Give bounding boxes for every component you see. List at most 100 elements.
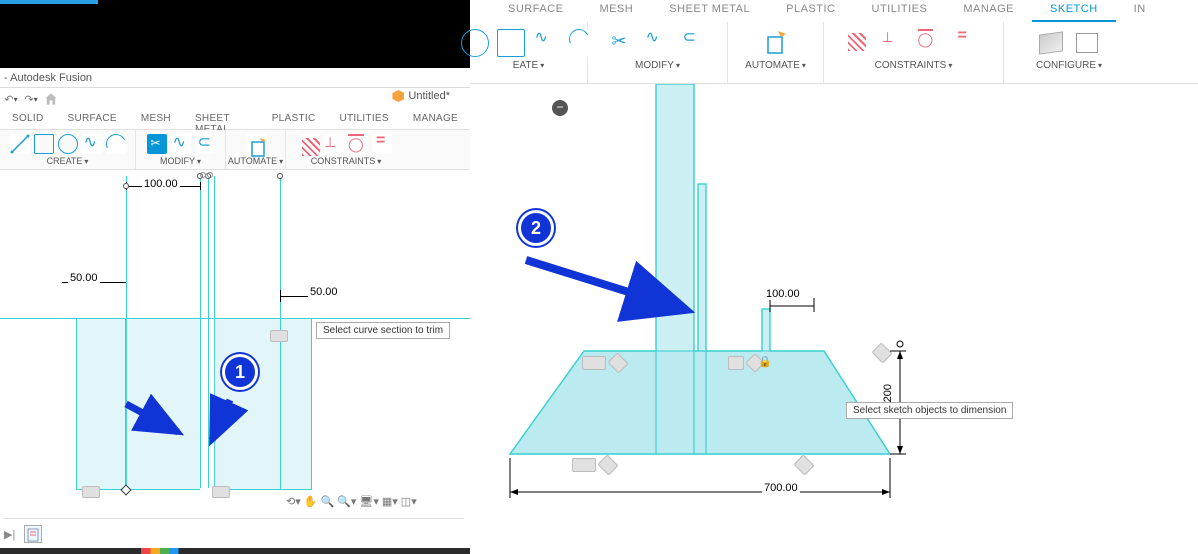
dim-handle[interactable] — [897, 341, 903, 347]
arc-tool-icon[interactable] — [106, 134, 126, 154]
snap-point-icon — [200, 172, 206, 178]
timeline-sketch-icon[interactable] — [24, 525, 42, 543]
offset-tool-icon[interactable] — [680, 29, 708, 57]
extend-tool-icon[interactable] — [644, 29, 672, 57]
auto-constrain-icon[interactable] — [762, 29, 790, 57]
tab-manage-r[interactable]: MANAGE — [945, 0, 1032, 22]
timeline-start-button[interactable]: ▶| — [4, 528, 16, 540]
dimension-50a[interactable]: 50.00 — [68, 272, 100, 284]
dimension-50b[interactable]: 50.00 — [308, 286, 340, 298]
tab-sketch-r[interactable]: SKETCH — [1032, 0, 1116, 22]
tab-mesh[interactable]: MESH — [129, 110, 183, 129]
constraint-glyph[interactable] — [572, 458, 596, 472]
configure-table-icon[interactable] — [1073, 29, 1101, 57]
app-title: - Autodesk Fusion — [4, 72, 92, 84]
tab-mesh-r[interactable]: MESH — [581, 0, 651, 22]
constraint-glyph[interactable] — [82, 486, 100, 498]
display-icon[interactable]: 🖥▾ — [359, 495, 379, 508]
circle-tool-icon[interactable] — [58, 134, 78, 154]
extend-tool-icon[interactable] — [171, 134, 191, 154]
sketch-point[interactable] — [123, 183, 129, 189]
dimension-100-r[interactable]: 100.00 — [764, 288, 802, 300]
tab-surface[interactable]: SURFACE — [56, 110, 129, 129]
tab-manage[interactable]: MANAGE — [401, 110, 470, 129]
workspace-tabs-right: SURFACE MESH SHEET METAL PLASTIC UTILITI… — [470, 0, 1198, 22]
horizontal-constraint-icon[interactable] — [846, 29, 874, 57]
chevron-down-icon[interactable]: ▾ — [279, 157, 283, 166]
offset-tool-icon[interactable] — [195, 134, 215, 154]
spline-tool-icon[interactable] — [533, 29, 561, 57]
dimension-700-r[interactable]: 700.00 — [762, 482, 800, 494]
document-name: Untitled* — [408, 90, 450, 102]
sketch-region[interactable] — [280, 318, 312, 490]
ribbon-group-modify: MODIFY▾ — [136, 130, 226, 169]
tangent-constraint-icon[interactable] — [918, 29, 946, 57]
tab-solid[interactable]: SOLID — [0, 110, 56, 129]
tab-plastic[interactable]: PLASTIC — [260, 110, 328, 129]
tab-surface-r[interactable]: SURFACE — [490, 0, 581, 22]
orbit-icon[interactable]: ⟲▾ — [286, 495, 301, 508]
home-button[interactable] — [42, 91, 60, 107]
view-toolbar: ⟲▾ ✋ 🔍 🔍▾ 🖥▾ ▦▾ ◫▾ — [286, 492, 466, 510]
chevron-down-icon[interactable]: ▾ — [802, 61, 806, 70]
rectangle-tool-icon[interactable] — [34, 134, 54, 154]
modify-label-r: MODIFY — [635, 60, 674, 71]
ribbon-group-automate-r: AUTOMATE▾ — [728, 22, 824, 83]
grid-icon[interactable]: ▦▾ — [382, 495, 398, 508]
title-bar: - Autodesk Fusion — [0, 68, 470, 88]
dimension-100[interactable]: 100.00 — [142, 178, 180, 190]
pan-icon[interactable]: ✋ — [304, 495, 318, 508]
tab-inspect-r[interactable]: IN — [1116, 0, 1164, 22]
perpendicular-constraint-icon[interactable] — [324, 134, 344, 154]
ribbon-group-modify-r: ✂ MODIFY▾ — [588, 22, 728, 83]
tab-utilities-r[interactable]: UTILITIES — [854, 0, 946, 22]
design-cube-icon — [392, 90, 404, 102]
chevron-down-icon[interactable]: ▾ — [948, 61, 952, 70]
sketch-region[interactable] — [76, 318, 126, 490]
chevron-down-icon[interactable]: ▾ — [84, 157, 88, 166]
ribbon-group-constraints: CONSTRAINTS▾ — [286, 130, 406, 169]
tab-sheetmetal-r[interactable]: SHEET METAL — [651, 0, 768, 22]
constraint-glyph[interactable] — [728, 356, 744, 370]
chevron-down-icon[interactable]: ▾ — [540, 61, 544, 70]
equal-constraint-icon[interactable] — [954, 29, 982, 57]
chevron-down-icon[interactable]: ▾ — [197, 157, 201, 166]
annotation-1-label: 1 — [235, 362, 245, 383]
zoom-icon[interactable]: 🔍 — [320, 495, 334, 508]
sketch-point[interactable] — [277, 173, 283, 179]
chevron-down-icon: ▾ — [34, 95, 38, 104]
line-tool-icon[interactable] — [10, 134, 30, 154]
annotation-arrow-1 — [120, 398, 250, 463]
chevron-down-icon[interactable]: ▾ — [676, 61, 680, 70]
fit-icon[interactable]: 🔍▾ — [337, 495, 356, 508]
tab-sheetmetal[interactable]: SHEET METAL — [183, 110, 260, 129]
arc-tool-icon[interactable] — [569, 29, 597, 57]
chevron-down-icon[interactable]: ▾ — [1098, 61, 1102, 70]
change-parameters-icon[interactable] — [1037, 29, 1065, 57]
annotation-2-label: 2 — [531, 218, 541, 239]
spline-tool-icon[interactable] — [82, 134, 102, 154]
document-tab[interactable]: Untitled* — [392, 90, 450, 102]
undo-button[interactable]: ↶ ▾ — [2, 91, 20, 107]
ribbon-group-create: CREATE▾ — [0, 130, 136, 169]
perpendicular-constraint-icon[interactable] — [882, 29, 910, 57]
constraint-glyph[interactable] — [270, 330, 288, 342]
tooltip-dimension: Select sketch objects to dimension — [846, 402, 1013, 419]
tangent-constraint-icon[interactable] — [348, 134, 368, 154]
trim-tool-icon[interactable]: ✂ — [608, 29, 636, 57]
viewport-icon[interactable]: ◫▾ — [401, 495, 417, 508]
constraint-glyph[interactable] — [212, 486, 230, 498]
redo-button[interactable]: ↷ ▾ — [22, 91, 40, 107]
rectangle-tool-icon[interactable] — [497, 29, 525, 57]
constraint-glyph[interactable] — [582, 356, 606, 370]
horizontal-constraint-icon[interactable] — [300, 134, 320, 154]
window-frame-dark — [0, 0, 470, 68]
trim-tool-icon[interactable] — [147, 134, 167, 154]
equal-constraint-icon[interactable] — [372, 134, 392, 154]
auto-constrain-icon[interactable] — [246, 134, 266, 154]
tab-utilities[interactable]: UTILITIES — [327, 110, 400, 129]
tab-plastic-r[interactable]: PLASTIC — [768, 0, 853, 22]
dimension-200-r[interactable]: 200 — [880, 384, 896, 402]
chevron-down-icon[interactable]: ▾ — [377, 157, 381, 166]
circle-tool-icon[interactable] — [461, 29, 489, 57]
